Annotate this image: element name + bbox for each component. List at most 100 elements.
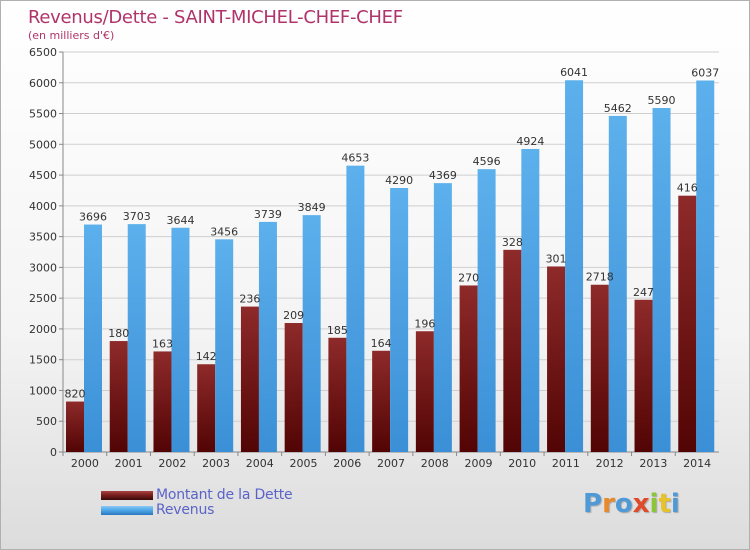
bar-debt: [284, 323, 303, 452]
data-label-debt: 236: [239, 293, 260, 306]
x-tick-label: 2003: [202, 457, 230, 470]
bar-revenue: [521, 148, 540, 452]
legend-swatch-revenue: [101, 506, 153, 515]
bar-debt: [415, 331, 434, 452]
bar-debt: [678, 195, 697, 452]
bar-revenue: [346, 165, 365, 452]
brand-letter: o: [614, 489, 633, 519]
data-label-revenue: 3703: [123, 210, 151, 223]
data-label-revenue: 3456: [210, 225, 238, 238]
x-tick-label: 2005: [290, 457, 318, 470]
y-tick-label: 0: [50, 446, 57, 459]
bar-revenue: [215, 239, 234, 452]
y-tick-label: 6500: [29, 46, 57, 59]
data-label-debt: 2718: [586, 271, 614, 284]
x-tick-label: 2013: [639, 457, 667, 470]
legend-label-debt: Montant de la Dette: [156, 487, 293, 503]
x-tick-label: 2007: [377, 457, 405, 470]
bar-debt: [153, 351, 172, 452]
y-tick-label: 4000: [29, 200, 57, 213]
bar-revenue: [390, 188, 409, 452]
data-label-debt: 416: [677, 182, 698, 195]
brand-letter: r: [602, 489, 615, 519]
bar-debt: [372, 350, 391, 452]
data-label-debt: 163: [152, 337, 173, 350]
bar-revenue: [696, 80, 715, 452]
brand-letter: t: [658, 489, 671, 519]
x-tick-label: 2009: [464, 457, 492, 470]
x-tick-label: 2010: [508, 457, 536, 470]
brand-logo: Proxiti: [583, 489, 680, 519]
data-label-debt: 185: [327, 324, 348, 337]
data-label-revenue: 3849: [298, 201, 326, 214]
data-label-revenue: 5462: [604, 102, 632, 115]
x-tick-label: 2004: [246, 457, 274, 470]
brand-letter: x: [632, 489, 650, 519]
x-tick-label: 2001: [115, 457, 143, 470]
y-tick-label: 3000: [29, 261, 57, 274]
bar-debt: [503, 249, 522, 452]
y-tick-label: 2000: [29, 323, 57, 336]
data-label-debt: 196: [414, 317, 435, 330]
data-label-debt: 247: [633, 286, 654, 299]
y-tick-label: 5000: [29, 138, 57, 151]
data-label-debt: 301: [546, 252, 567, 265]
data-label-revenue: 4596: [473, 155, 501, 168]
y-tick-label: 1000: [29, 384, 57, 397]
y-tick-label: 1500: [29, 354, 57, 367]
bar-revenue: [302, 215, 321, 452]
bar-revenue: [127, 224, 146, 452]
data-label-revenue: 4924: [516, 135, 544, 148]
data-label-revenue: 4290: [385, 174, 413, 187]
brand-letter: i: [649, 489, 659, 519]
data-label-revenue: 5590: [648, 94, 676, 107]
data-label-debt: 209: [283, 309, 304, 322]
data-label-revenue: 3644: [166, 214, 194, 227]
data-label-debt: 820: [65, 388, 86, 401]
data-label-revenue: 3739: [254, 208, 282, 221]
legend-swatch-debt: [101, 491, 153, 500]
bar-revenue: [477, 169, 496, 452]
x-tick-label: 2000: [71, 457, 99, 470]
bar-revenue: [84, 224, 102, 452]
bar-debt: [328, 337, 347, 452]
data-label-debt: 164: [371, 337, 392, 350]
data-label-debt: 270: [458, 271, 479, 284]
bar-revenue: [608, 115, 627, 452]
bar-revenue: [565, 80, 584, 452]
legend-label-revenue: Revenus: [156, 502, 215, 518]
bar-revenue: [433, 183, 452, 452]
y-tick-label: 4500: [29, 169, 57, 182]
data-label-revenue: 6037: [691, 66, 719, 79]
bar-revenue: [652, 108, 671, 452]
data-label-debt: 142: [196, 350, 217, 363]
y-tick-label: 3500: [29, 231, 57, 244]
x-tick-label: 2002: [158, 457, 186, 470]
x-tick-label: 2006: [333, 457, 361, 470]
bar-debt: [66, 401, 84, 452]
data-label-revenue: 6041: [560, 66, 588, 79]
data-label-revenue: 4653: [341, 152, 369, 165]
brand-letter: P: [583, 489, 603, 519]
x-tick-label: 2011: [552, 457, 580, 470]
bar-debt: [109, 341, 128, 452]
bar-debt: [459, 285, 478, 452]
data-label-revenue: 3696: [79, 211, 107, 224]
y-tick-label: 500: [36, 415, 57, 428]
brand-letter: i: [670, 489, 680, 519]
bar-debt: [590, 284, 609, 452]
chart-subtitle: (en milliers d'€): [28, 29, 115, 42]
y-tick-label: 2500: [29, 292, 57, 305]
x-tick-label: 2014: [683, 457, 711, 470]
data-label-debt: 180: [108, 327, 129, 340]
x-tick-label: 2008: [421, 457, 449, 470]
data-label-debt: 328: [502, 236, 523, 249]
bar-revenue: [171, 227, 190, 452]
bar-debt: [547, 266, 566, 452]
y-tick-label: 5500: [29, 108, 57, 121]
data-label-revenue: 4369: [429, 169, 457, 182]
bar-debt: [240, 306, 259, 452]
bar-debt: [197, 364, 216, 452]
